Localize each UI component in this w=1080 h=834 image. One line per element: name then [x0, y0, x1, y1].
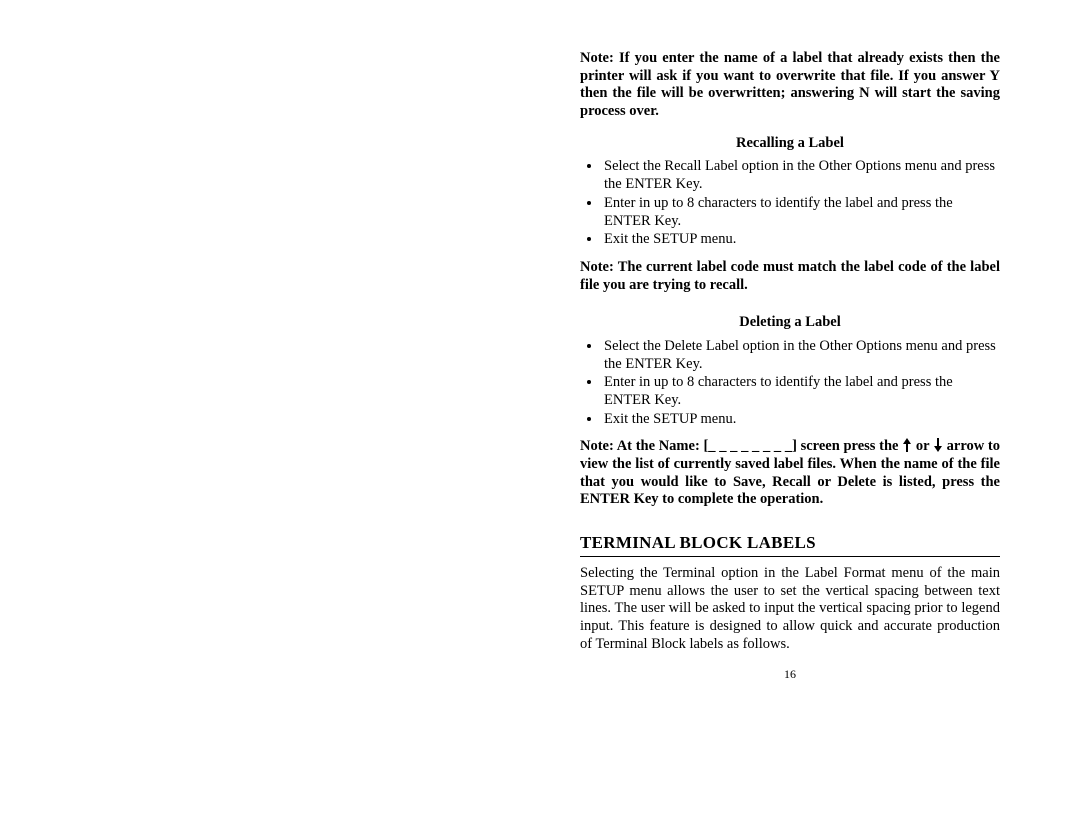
note-name-screen: Note: At the Name: [_ _ _ _ _ _ _ _] scr…	[580, 438, 1000, 509]
list-item: Exit the SETUP menu.	[602, 231, 1000, 249]
note-overwrite: Note: If you enter the name of a label t…	[580, 50, 1000, 121]
note-label-code-match: Note: The current label code must match …	[580, 259, 1000, 294]
list-item: Exit the SETUP menu.	[602, 411, 1000, 429]
list-recalling: Select the Recall Label option in the Ot…	[580, 158, 1000, 248]
list-item: Enter in up to 8 characters to identify …	[602, 374, 1000, 409]
list-item: Select the Recall Label option in the Ot…	[602, 158, 1000, 193]
body-paragraph: Selecting the Terminal option in the Lab…	[580, 565, 1000, 653]
list-deleting: Select the Delete Label option in the Ot…	[580, 338, 1000, 428]
section-title-terminal-block: TERMINAL BLOCK LABELS	[580, 533, 1000, 554]
section-title-underline	[580, 556, 1000, 557]
note-text-part-a: Note: At the Name: [_ _ _ _ _ _ _ _] scr…	[580, 438, 902, 454]
document-page: Note: If you enter the name of a label t…	[580, 50, 1000, 682]
heading-deleting: Deleting a Label	[580, 314, 1000, 332]
page-number: 16	[580, 667, 1000, 682]
down-arrow-icon	[933, 438, 943, 452]
list-item: Select the Delete Label option in the Ot…	[602, 338, 1000, 373]
list-item: Enter in up to 8 characters to identify …	[602, 195, 1000, 230]
note-text-part-b: or	[912, 438, 933, 454]
up-arrow-icon	[902, 438, 912, 452]
heading-recalling: Recalling a Label	[580, 135, 1000, 153]
